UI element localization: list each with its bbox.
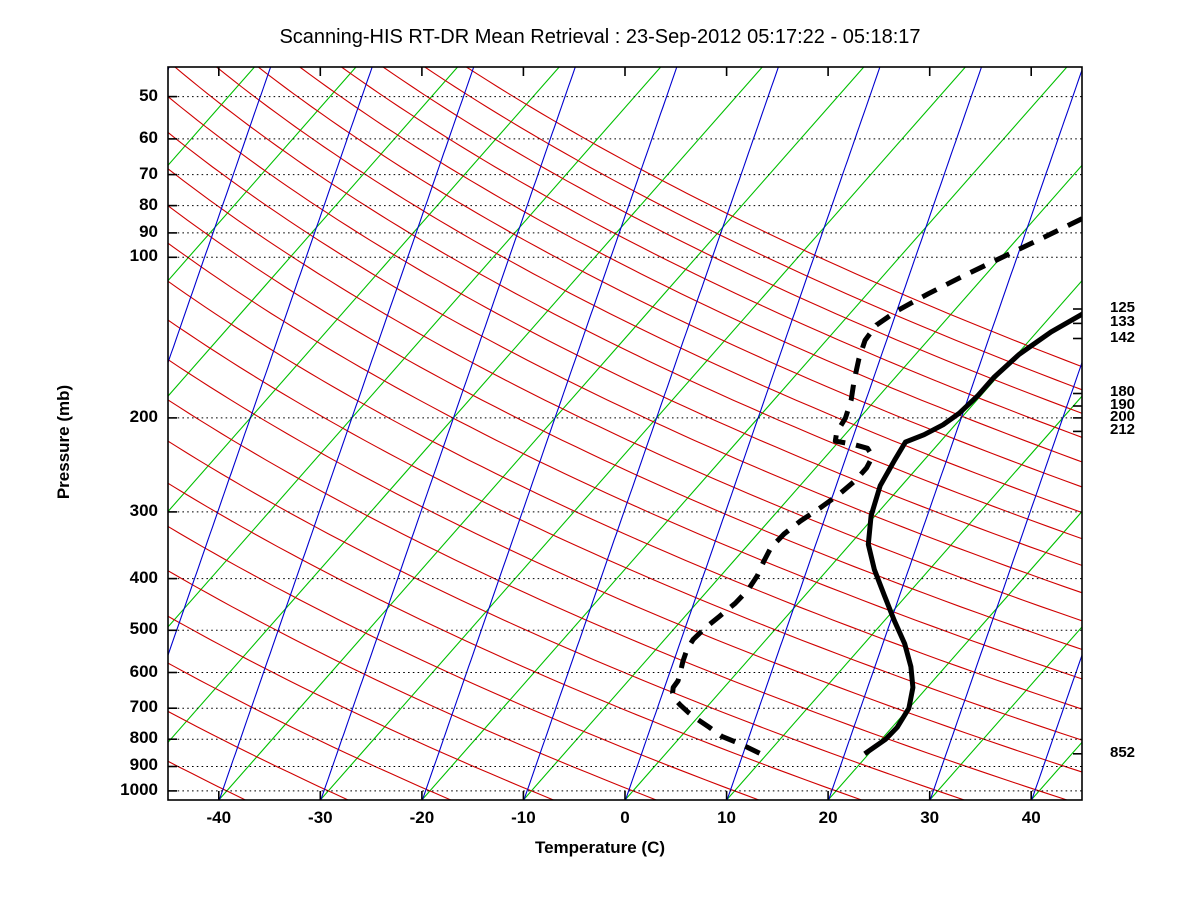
mixing-ratio-line: [828, 68, 1082, 800]
dry-adiabat-line: [299, 67, 1082, 463]
mixing-ratio-line: [421, 67, 678, 800]
y-axis-right-tick-label: 190: [1110, 396, 1136, 414]
dry-adiabat-line: [466, 67, 1082, 368]
y-axis-tick-label: 700: [129, 697, 158, 717]
dry-adiabat-line: [168, 662, 452, 800]
x-axis-tick-label: -10: [511, 808, 536, 827]
y-axis-right-tick-label: 200: [1110, 407, 1136, 425]
dry-adiabat-line: [168, 280, 1082, 710]
dry-adiabat-line: [382, 67, 1082, 414]
dewpoint-profile-line: [670, 215, 1082, 756]
y-axis-right-tick-label: 133: [1110, 313, 1136, 331]
mixing-ratio-line: [218, 67, 475, 800]
x-axis-tick-label: 20: [818, 808, 838, 827]
dry-adiabat-line: [168, 399, 1068, 800]
mixing-ratio-line: [523, 67, 779, 800]
dry-adiabat-line: [168, 131, 1082, 594]
temperature-profile-line: [863, 311, 1082, 756]
sounding-profile-group: [670, 215, 1082, 756]
y-axis-tick-label: 70: [139, 163, 158, 183]
y-axis-tick-label: 800: [129, 728, 158, 748]
dry-adiabat-line: [168, 482, 862, 800]
x-axis-tick-label: 40: [1021, 808, 1041, 827]
dry-adiabat-line: [0, 67, 40, 800]
y-axis-right-tick-label: 180: [1110, 383, 1136, 401]
x-axis-tick-label: -20: [409, 808, 435, 827]
y-axis-tick-label: 60: [139, 127, 158, 147]
mixing-ratio-line: [168, 67, 373, 657]
dry-adiabat-line: [216, 67, 1082, 514]
y-axis-right-tick-label: 125: [1110, 298, 1136, 316]
x-axis-tick-label: 0: [620, 808, 630, 827]
isotherm-line: [624, 279, 1082, 800]
x-axis-tick-label: -30: [308, 808, 333, 827]
isotherm-line: [168, 67, 662, 628]
isotherm-line: [168, 67, 763, 744]
y-axis-tick-label: 200: [129, 406, 158, 426]
isotherm-line: [168, 67, 560, 513]
dry-adiabat-line: [168, 319, 1082, 741]
isotherm-line: [827, 510, 1082, 800]
y-axis-tick-label: 50: [139, 85, 158, 105]
x-axis-title: Temperature (C): [534, 838, 666, 857]
dry-adiabat-line: [168, 242, 1082, 680]
isotherm-line: [1133, 67, 1200, 800]
axis-frame-group: [167, 66, 1083, 801]
dry-adiabat-line: [341, 67, 1082, 438]
y-axis-tick-label: 90: [139, 221, 158, 241]
dry-adiabat-line: [168, 358, 1082, 773]
dry-adiabat-line: [257, 67, 1082, 488]
isotherm-line: [168, 67, 357, 282]
mixing-ratio-line: [726, 67, 983, 800]
y-axis-right-tick-label: 852: [1110, 743, 1136, 761]
chart-title: Scanning-HIS RT-DR Mean Retrieval : 23-S…: [279, 26, 921, 48]
mixing-ratio-line: [320, 67, 576, 800]
mixing-ratio-line: [624, 67, 881, 800]
isotherm-line: [522, 164, 1082, 800]
dry-adiabat-line: [174, 67, 1082, 540]
mixing-ratio-line: [929, 360, 1082, 800]
dry-adiabat-line: [168, 525, 760, 800]
dry-adiabat-line: [168, 570, 657, 800]
plot-frame: [167, 66, 1083, 801]
isotherm-line: [726, 395, 1082, 800]
y-axis-tick-label: 300: [129, 500, 158, 520]
x-axis-tick-label: 10: [717, 808, 736, 827]
y-axis-tick-label: 80: [139, 194, 158, 214]
y-axis-tick-label: 500: [129, 619, 158, 639]
mixing-ratio-line: [1133, 67, 1200, 800]
dry-adiabat-line: [168, 95, 1082, 567]
background-line-group: [0, 67, 1200, 800]
y-axis-right-tick-label: 142: [1110, 328, 1136, 346]
y-axis-tick-label: 600: [129, 661, 158, 681]
y-axis-tick-label: 900: [129, 755, 158, 775]
pressure-gridline-group: [168, 96, 1082, 792]
isotherm-line: [929, 626, 1082, 800]
y-axis-tick-label: 1000: [120, 779, 158, 799]
mixing-ratio-line: [1031, 653, 1082, 800]
dry-adiabat-line: [168, 205, 1082, 651]
dry-adiabat-line: [168, 168, 1082, 622]
isotherm-line: [319, 67, 966, 800]
mixing-ratio-line: [168, 67, 272, 365]
isotherm-line: [218, 67, 865, 800]
y-axis-right-tick-label: 212: [1110, 421, 1136, 439]
y-axis-tick-label: 400: [129, 567, 158, 587]
dry-adiabat-line: [168, 615, 554, 800]
isotherm-line: [168, 67, 459, 397]
dry-adiabat-line: [168, 440, 965, 800]
x-axis-tick-label: -40: [206, 808, 232, 827]
x-axis-tick-label: 30: [920, 808, 940, 827]
y-axis-tick-label: 100: [129, 246, 158, 266]
dry-adiabat-line: [424, 67, 1082, 391]
